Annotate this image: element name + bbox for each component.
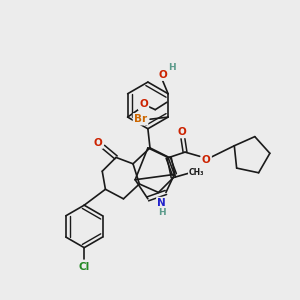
- Text: O: O: [158, 70, 167, 80]
- Text: H: H: [158, 208, 166, 217]
- Text: O: O: [94, 138, 102, 148]
- Text: O: O: [202, 154, 211, 165]
- Text: H: H: [169, 63, 176, 72]
- Text: O: O: [178, 127, 186, 137]
- Text: O: O: [139, 99, 148, 110]
- Text: Cl: Cl: [79, 262, 90, 272]
- Text: Br: Br: [134, 114, 147, 124]
- Text: CH₃: CH₃: [189, 168, 205, 177]
- Text: N: N: [157, 198, 166, 208]
